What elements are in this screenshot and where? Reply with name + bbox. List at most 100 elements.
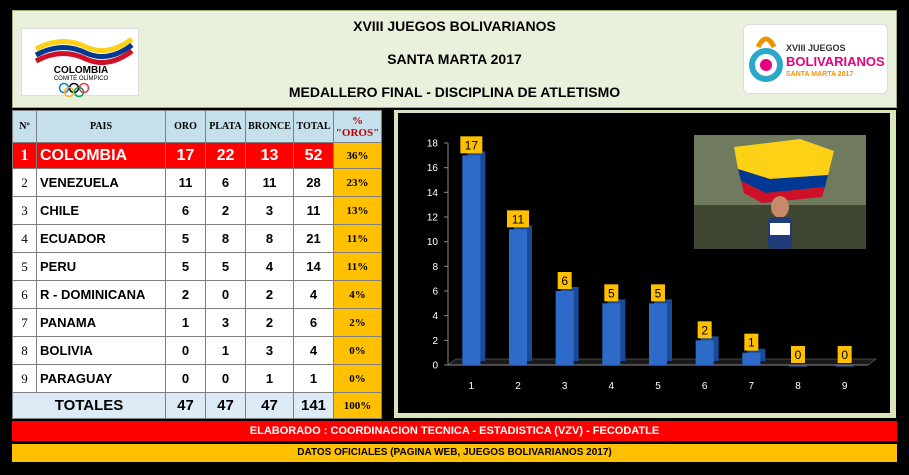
table-row: 6 R - DOMINICANA 2 0 2 4 4% bbox=[12, 280, 382, 309]
bar bbox=[742, 352, 761, 365]
silver-cell: 1 bbox=[205, 336, 246, 365]
y-tick-label: 0 bbox=[432, 361, 438, 372]
total-cell: 52 bbox=[293, 142, 334, 169]
event-subtitle: SANTA MARTA 2017 bbox=[387, 51, 522, 67]
pct-cell: 4% bbox=[333, 280, 382, 309]
gold-cell: 0 bbox=[165, 336, 206, 365]
table-row: 5 PERU 5 5 4 14 11% bbox=[12, 252, 382, 281]
table-row: 3 CHILE 6 2 3 11 13% bbox=[12, 196, 382, 225]
silver-cell: 8 bbox=[205, 224, 246, 253]
page-title: MEDALLERO FINAL - DISCIPLINA DE ATLETISM… bbox=[288, 84, 621, 100]
country-cell: COLOMBIA bbox=[36, 142, 166, 169]
logo-left-line1: COLOMBIA bbox=[53, 65, 109, 76]
pct-cell: 0% bbox=[333, 364, 382, 393]
gold-cell: 5 bbox=[165, 252, 206, 281]
pct-cell: 2% bbox=[333, 308, 382, 337]
totals-bronze: 47 bbox=[245, 392, 294, 419]
totals-total: 141 bbox=[293, 392, 334, 419]
gold-cell: 5 bbox=[165, 224, 206, 253]
header-bronze: BRONCE bbox=[245, 110, 294, 143]
country-cell: PERU bbox=[36, 252, 166, 281]
total-cell: 28 bbox=[293, 168, 334, 197]
logo-right-line2: BOLIVARIANOS bbox=[786, 54, 885, 69]
header-gold: ORO bbox=[165, 110, 206, 143]
table-header-row: Nº PAIS ORO PLATA BRONCE TOTAL % "OROS" bbox=[12, 110, 382, 143]
x-tick-label: 5 bbox=[655, 381, 661, 392]
event-title: XVIII JUEGOS BOLIVARIANOS bbox=[353, 18, 556, 34]
bronze-cell: 3 bbox=[245, 336, 294, 365]
silver-cell: 22 bbox=[205, 142, 246, 169]
country-cell: CHILE bbox=[36, 196, 166, 225]
table-row: 7 PANAMA 1 3 2 6 2% bbox=[12, 308, 382, 337]
bronze-cell: 1 bbox=[245, 364, 294, 393]
data-label: 1 bbox=[748, 336, 755, 350]
colombia-olympic-logo: COLOMBIA COMITÉ OLÍMPICO bbox=[21, 28, 139, 98]
x-tick-label: 3 bbox=[562, 381, 568, 392]
silver-cell: 5 bbox=[205, 252, 246, 281]
data-label-box bbox=[604, 284, 619, 302]
y-tick-label: 16 bbox=[427, 163, 439, 174]
bar bbox=[789, 365, 807, 367]
bronze-cell: 4 bbox=[245, 252, 294, 281]
y-tick-label: 14 bbox=[427, 188, 439, 199]
gold-cell: 17 bbox=[165, 142, 206, 169]
data-label-box bbox=[837, 346, 852, 363]
country-cell: BOLIVIA bbox=[36, 336, 166, 365]
data-label: 5 bbox=[655, 286, 662, 300]
games-logo-graphic bbox=[749, 36, 783, 82]
country-cell: ECUADOR bbox=[36, 224, 166, 253]
bronze-cell: 8 bbox=[245, 224, 294, 253]
x-tick-label: 7 bbox=[749, 381, 755, 392]
table-row: 1 COLOMBIA 17 22 13 52 36% bbox=[12, 142, 382, 169]
data-label-box bbox=[557, 272, 572, 289]
bronze-cell: 2 bbox=[245, 308, 294, 337]
silver-cell: 0 bbox=[205, 364, 246, 393]
totals-pct: 100% bbox=[333, 392, 382, 419]
totals-silver: 47 bbox=[205, 392, 246, 419]
y-tick-label: 12 bbox=[427, 213, 439, 224]
country-cell: PARAGUAY bbox=[36, 364, 166, 393]
bar bbox=[695, 340, 714, 365]
country-cell: PANAMA bbox=[36, 308, 166, 337]
y-tick-label: 2 bbox=[432, 336, 438, 347]
total-cell: 4 bbox=[293, 336, 334, 365]
bar bbox=[649, 303, 667, 365]
silver-cell: 2 bbox=[205, 196, 246, 225]
athlete-photo bbox=[694, 135, 866, 249]
y-tick-label: 8 bbox=[432, 262, 438, 273]
y-tick-label: 6 bbox=[432, 287, 438, 298]
data-label-box bbox=[697, 321, 712, 339]
total-cell: 14 bbox=[293, 252, 334, 281]
medal-table: Nº PAIS ORO PLATA BRONCE TOTAL % "OROS" … bbox=[12, 110, 382, 419]
rank-cell: 4 bbox=[12, 224, 37, 253]
data-label-box bbox=[651, 284, 665, 302]
x-tick-label: 1 bbox=[469, 381, 475, 392]
total-cell: 6 bbox=[293, 308, 334, 337]
rank-cell: 7 bbox=[12, 308, 37, 337]
table-row: 4 ECUADOR 5 8 8 21 11% bbox=[12, 224, 382, 253]
x-tick-label: 4 bbox=[609, 381, 615, 392]
data-label-box bbox=[507, 210, 529, 228]
silver-cell: 0 bbox=[205, 280, 246, 309]
data-label: 5 bbox=[608, 286, 615, 300]
chart-frame: 0 2 4 6 8 10 12 14 16 18 1 17 2 11 3 6 4 5 5 5 6 2 7 1 8 0 9 0 bbox=[394, 110, 896, 418]
data-label-box bbox=[460, 136, 483, 154]
x-tick-label: 6 bbox=[702, 381, 708, 392]
total-cell: 1 bbox=[293, 364, 334, 393]
rank-cell: 2 bbox=[12, 168, 37, 197]
header-pct: % "OROS" bbox=[333, 110, 382, 143]
rank-cell: 8 bbox=[12, 336, 37, 365]
silver-cell: 6 bbox=[205, 168, 246, 197]
pct-cell: 11% bbox=[333, 224, 382, 253]
totals-gold: 47 bbox=[165, 392, 206, 419]
header-rank: Nº bbox=[12, 110, 37, 143]
y-tick-label: 18 bbox=[427, 139, 439, 150]
footer-source: DATOS OFICIALES (PAGINA WEB, JUEGOS BOLI… bbox=[12, 444, 897, 462]
header-country: PAIS bbox=[36, 110, 166, 143]
bronze-cell: 11 bbox=[245, 168, 294, 197]
x-tick-label: 2 bbox=[515, 381, 521, 392]
footer-credits: ELABORADO : COORDINACION TECNICA - ESTAD… bbox=[12, 421, 897, 441]
y-tick-label: 10 bbox=[427, 237, 439, 248]
y-tick-label: 4 bbox=[432, 311, 438, 322]
